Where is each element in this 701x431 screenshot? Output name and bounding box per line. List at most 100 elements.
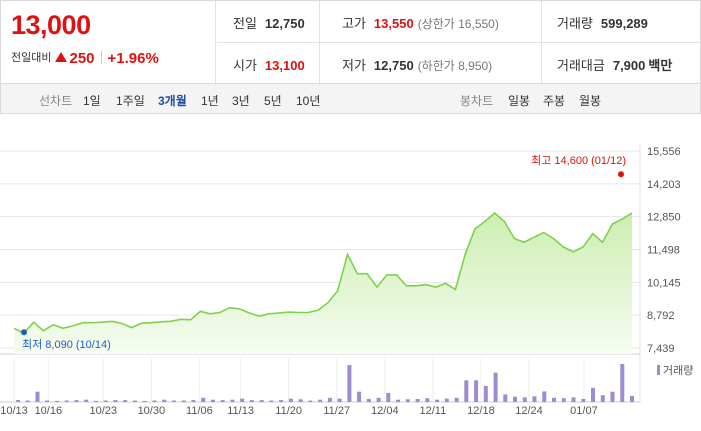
volume-bar: [240, 398, 245, 402]
volume-bar: [230, 399, 235, 402]
x-tick-label: 12/18: [467, 405, 495, 417]
volume-bar: [357, 391, 362, 402]
high-annotation: 최고 14,600 (01/12): [531, 154, 626, 167]
volume-bar: [84, 399, 89, 402]
volume-bar: [474, 380, 479, 402]
stat-value: 599,289: [600, 16, 648, 31]
x-tick-label: 12/04: [371, 405, 399, 417]
period-1w-button[interactable]: 1주일: [116, 94, 145, 108]
divider: [100, 51, 102, 64]
volume-bar: [191, 400, 196, 402]
volume-bar: [113, 400, 118, 402]
volume-bar: [210, 399, 215, 402]
stat-label: 거래대금: [557, 58, 605, 73]
y-tick-label: 12,850: [647, 212, 681, 224]
stat-label: 시가: [233, 58, 257, 73]
volume-bar: [25, 400, 30, 402]
volume-legend-swatch: [657, 365, 660, 375]
y-tick-label: 8,792: [647, 310, 675, 322]
candle-chart-label: 봉차트: [460, 94, 494, 108]
stat-volume: 거래량 599,289: [557, 13, 648, 32]
candle-monthly-button[interactable]: 월봉: [579, 94, 602, 108]
volume-bar: [376, 397, 381, 402]
x-tick-label: 10/13: [0, 405, 28, 417]
volume-bar: [318, 399, 323, 402]
volume-bar: [532, 396, 537, 402]
volume-bar: [249, 400, 254, 402]
volume-bar: [308, 400, 313, 402]
stat-turnover: 거래대금 7,900 백만: [557, 55, 672, 74]
volume-bar: [620, 364, 625, 402]
stat-open: 시가 13,100: [233, 55, 305, 74]
change-label: 전일대비: [11, 52, 52, 64]
volume-bar: [415, 399, 420, 402]
period-5y-button[interactable]: 5년: [264, 94, 282, 108]
y-axis: 7,439 8,792 10,145 11,498 12,850 14,203 15,556: [647, 146, 681, 355]
x-tick-label: 12/11: [420, 405, 447, 417]
volume-legend: 거래량: [657, 364, 693, 377]
volume-bar: [55, 400, 59, 402]
volume-bars: [16, 364, 634, 402]
price-chart: 7,439 8,792 10,145 11,498 12,850 14,203 15,556…: [0, 144, 693, 417]
volume-bar: [35, 391, 40, 402]
high-marker: [618, 171, 624, 178]
volume-bar: [103, 400, 108, 402]
upper-limit: (상한가 16,550): [417, 17, 499, 31]
volume-bar: [269, 400, 274, 402]
volume-bar: [600, 395, 605, 402]
price-area: [14, 213, 632, 354]
volume-bar: [152, 400, 157, 402]
x-tick-label: 10/16: [35, 405, 63, 417]
volume-bar: [142, 400, 147, 402]
period-1y-button[interactable]: 1년: [201, 94, 219, 108]
price-line: [13, 211, 633, 335]
volume-bar: [503, 394, 508, 402]
volume-legend-label: 거래량: [663, 364, 693, 377]
line-chart-label: 선차트: [39, 94, 73, 108]
x-axis: 10/13 10/16 10/23 10/30 11/06 11/13 11/20 11/27…: [0, 405, 597, 417]
annotations: 최고 14,600 (01/12) 최저 8,090 (10/14): [21, 154, 626, 351]
volume-bar: [542, 391, 547, 402]
stat-high: 고가 13,550 (상한가 16,550): [342, 13, 499, 32]
volume-bar: [561, 398, 566, 402]
stat-value: 12,750: [264, 16, 305, 31]
volume-bar: [386, 392, 391, 402]
stat-value: 7,900: [612, 58, 646, 73]
stat-value: 13,100: [264, 58, 305, 73]
volume-bar: [123, 400, 128, 402]
volume-bar: [133, 400, 137, 402]
y-tick-label: 11,498: [647, 244, 680, 256]
stat-label: 고가: [342, 16, 366, 31]
volume-bar: [288, 398, 293, 402]
up-triangle-icon: [55, 52, 68, 62]
period-1d-button[interactable]: 1일: [83, 94, 101, 108]
x-tick-label: 11/20: [275, 405, 302, 417]
volume-bar: [464, 380, 469, 402]
y-tick-label: 14,203: [647, 179, 681, 191]
y-tick-label: 7,439: [647, 343, 675, 355]
candle-weekly-button[interactable]: 주봉: [543, 94, 566, 108]
stat-label: 전일: [233, 16, 257, 31]
volume-bar: [591, 387, 595, 402]
change-percent: +1.96%: [107, 50, 159, 67]
date-grid: [13, 358, 585, 402]
stat-value: 13,550: [373, 16, 414, 31]
low-marker: [21, 329, 27, 336]
period-3y-button[interactable]: 3년: [232, 94, 250, 108]
volume-bar: [171, 400, 176, 402]
period-10y-button[interactable]: 10년: [296, 94, 321, 108]
stat-prev-close: 전일 12,750: [233, 13, 305, 32]
volume-bar: [610, 391, 615, 402]
volume-bar: [435, 399, 440, 402]
volume-bar: [259, 400, 264, 402]
volume-bar: [201, 397, 206, 402]
period-3m-button[interactable]: 3개월: [158, 94, 187, 108]
y-tick-label: 10,145: [647, 277, 681, 289]
volume-bar: [522, 397, 527, 402]
x-tick-label: 11/27: [323, 405, 350, 417]
volume-bar: [347, 365, 352, 402]
volume-bar: [16, 400, 20, 402]
candle-daily-button[interactable]: 일봉: [508, 94, 531, 108]
volume-bar: [571, 397, 576, 402]
change-value: 250: [69, 50, 95, 67]
